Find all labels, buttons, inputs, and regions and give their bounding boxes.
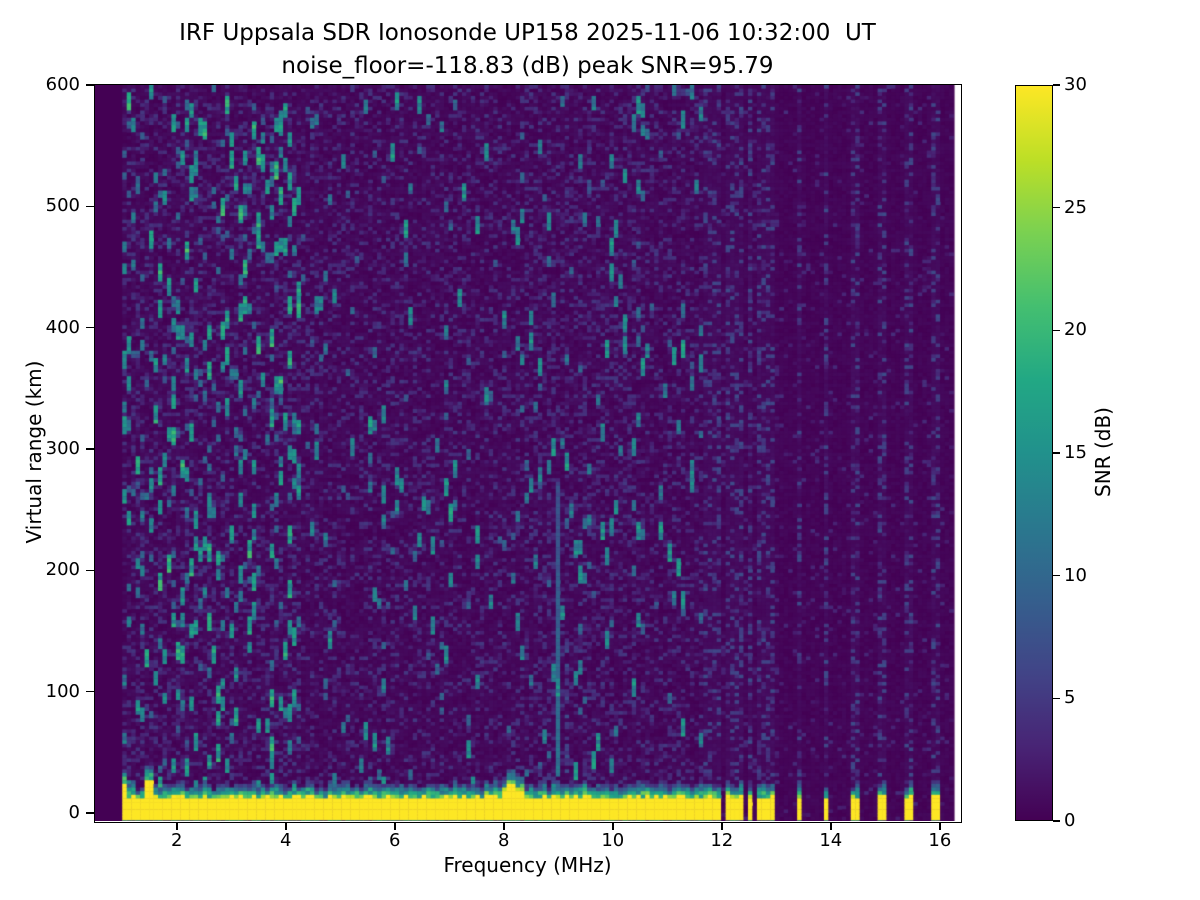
y-tick-mark <box>86 812 94 814</box>
y-tick-label: 400 <box>45 316 80 338</box>
x-tick-label: 14 <box>819 830 843 851</box>
chart-title: IRF Uppsala SDR Ionosonde UP158 2025-11-… <box>179 20 876 46</box>
x-tick-mark <box>175 822 178 830</box>
x-tick-mark <box>721 822 723 830</box>
colorbar-tick-mark <box>1053 820 1060 822</box>
y-tick-mark <box>86 569 94 572</box>
ionogram-heatmap <box>95 85 960 821</box>
colorbar-label: SNR (dB) <box>1091 407 1115 497</box>
x-tick-label: 2 <box>171 830 183 851</box>
x-tick-mark <box>612 822 614 830</box>
x-tick-mark <box>939 822 941 830</box>
y-tick-label: 600 <box>45 74 80 95</box>
y-tick-mark <box>86 448 94 450</box>
colorbar-tick-label: 20 <box>1064 319 1087 341</box>
y-tick-label: 300 <box>45 437 80 459</box>
chart-subtitle: noise_floor=-118.83 (dB) peak SNR=95.79 <box>281 53 774 79</box>
colorbar-tick-label: 5 <box>1064 687 1076 709</box>
y-tick-label: 500 <box>45 195 80 217</box>
y-tick-label: 100 <box>45 680 80 702</box>
colorbar-tick-mark <box>1053 452 1060 454</box>
x-tick-mark <box>502 822 505 830</box>
colorbar-tick-label: 0 <box>1064 810 1076 831</box>
y-tick-label: 0 <box>68 801 80 823</box>
colorbar-tick-mark <box>1053 574 1060 577</box>
x-tick-label: 10 <box>601 830 625 851</box>
colorbar-tick-label: 25 <box>1064 196 1087 218</box>
x-tick-label: 16 <box>928 830 952 851</box>
colorbar-tick-mark <box>1053 329 1060 332</box>
y-tick-label: 200 <box>45 559 80 581</box>
colorbar-tick-mark <box>1053 84 1060 86</box>
y-tick-mark <box>86 84 94 86</box>
colorbar-tick-label: 30 <box>1064 74 1087 95</box>
x-tick-mark <box>830 822 832 830</box>
x-axis-label: Frequency (MHz) <box>443 853 612 877</box>
y-tick-mark <box>86 690 94 693</box>
colorbar-tick-mark <box>1053 206 1060 209</box>
y-tick-mark <box>86 326 94 329</box>
colorbar-tick-label: 10 <box>1064 564 1087 586</box>
colorbar-gradient <box>1015 85 1053 821</box>
colorbar-tick-label: 15 <box>1064 442 1087 463</box>
x-tick-label: 12 <box>710 830 734 851</box>
x-tick-label: 4 <box>280 830 292 851</box>
x-tick-label: 6 <box>389 830 401 851</box>
x-tick-mark <box>284 822 287 830</box>
x-tick-mark <box>393 822 396 830</box>
colorbar-tick-mark <box>1053 697 1060 700</box>
y-tick-mark <box>86 205 94 208</box>
x-tick-label: 8 <box>498 830 510 851</box>
y-axis-label: Virtual range (km) <box>22 360 46 544</box>
